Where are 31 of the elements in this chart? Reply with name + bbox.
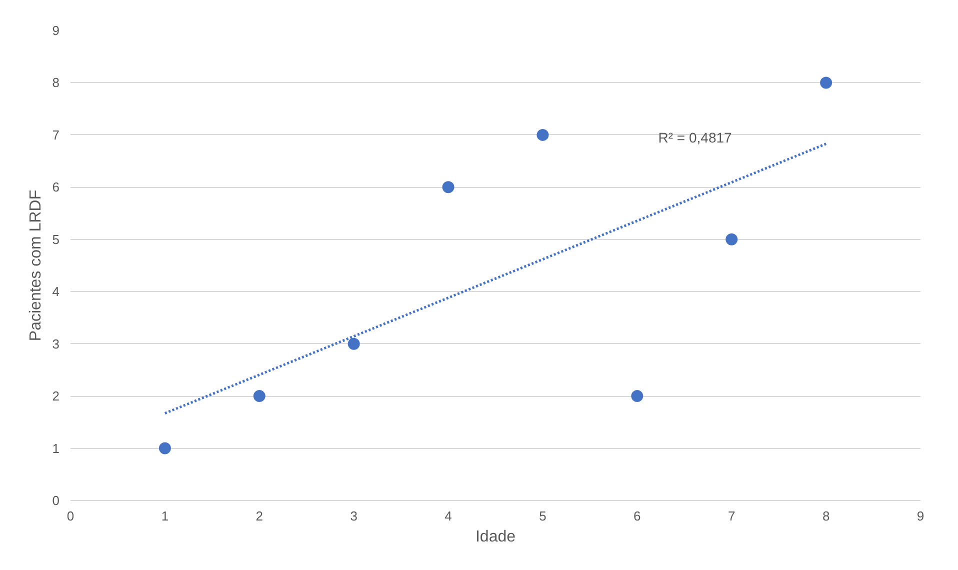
x-tick-label: 7 (728, 508, 736, 524)
x-tick-label: 0 (66, 508, 74, 524)
y-tick-label: 5 (52, 232, 60, 247)
x-tick-label: 8 (822, 508, 830, 524)
y-tick-label: 4 (52, 284, 60, 300)
x-tick-label: 5 (539, 508, 546, 524)
y-tick-label: 6 (52, 180, 60, 195)
point (820, 76, 832, 89)
x-axis-title: Idade (475, 528, 516, 546)
point (253, 390, 266, 402)
y-tick-label: 3 (52, 336, 60, 352)
point (158, 442, 171, 454)
point (726, 233, 738, 246)
point (442, 181, 454, 194)
x-tick-label: 3 (350, 508, 358, 524)
y-tick-label: 0 (52, 493, 60, 508)
annotation: R² = 0,4817 (658, 130, 732, 146)
y-tick-label: 8 (52, 75, 60, 90)
x-tick-label: 9 (916, 508, 924, 524)
y-axis-title: Pacientes com LRDF (27, 190, 44, 342)
x-tick-label: 4 (444, 508, 452, 524)
x-tick-label: 2 (256, 508, 264, 524)
y-tick-label: 2 (52, 388, 60, 404)
point (631, 390, 644, 402)
point (536, 128, 549, 141)
y-tick-label: 9 (52, 23, 60, 38)
y-tick-label: 1 (52, 440, 60, 456)
point (348, 338, 360, 350)
y-tick-label: 7 (52, 127, 60, 142)
x-tick-label: 6 (634, 508, 641, 524)
x-tick-label: 1 (161, 508, 169, 524)
